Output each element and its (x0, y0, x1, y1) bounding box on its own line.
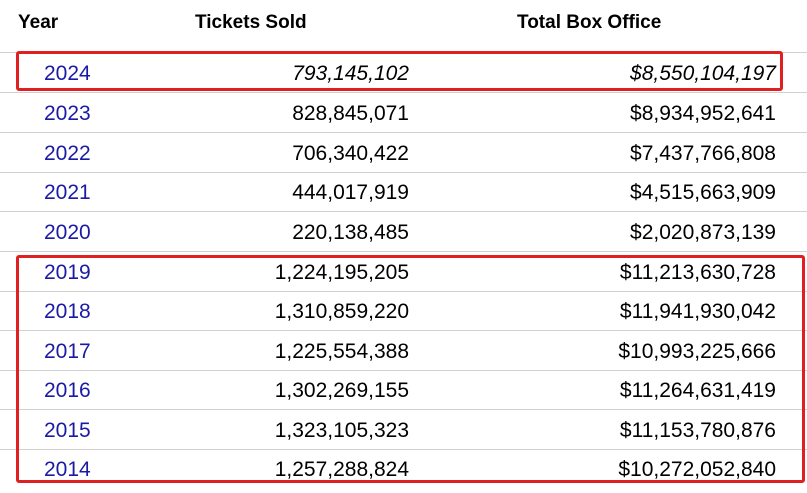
tickets-sold-value: 1,224,195,205 (274, 261, 409, 284)
year-link[interactable]: 2024 (44, 62, 91, 85)
tickets-sold-value: 1,310,859,220 (274, 300, 409, 323)
year-link[interactable]: 2022 (44, 142, 91, 165)
year-link[interactable]: 2018 (44, 300, 91, 323)
year-link[interactable]: 2015 (44, 419, 91, 442)
table-row: 2020 220,138,485 $2,020,873,139 (0, 212, 807, 252)
year-link[interactable]: 2019 (44, 261, 91, 284)
table-row: 2014 1,257,288,824 $10,272,052,840 (0, 449, 807, 488)
table-row: 2015 1,323,105,323 $11,153,780,876 (0, 410, 807, 450)
tickets-sold-value: 1,302,269,155 (274, 379, 409, 402)
table-row: 2022 706,340,422 $7,437,766,808 (0, 133, 807, 173)
box-office-value: $4,515,663,909 (630, 181, 776, 204)
year-link[interactable]: 2014 (44, 458, 91, 481)
tickets-sold-value: 706,340,422 (292, 142, 409, 165)
box-office-table: Year Tickets Sold Total Box Office 2024 … (0, 0, 807, 481)
box-office-value: $2,020,873,139 (630, 221, 776, 244)
box-office-value: $8,550,104,197 (630, 62, 776, 85)
year-link[interactable]: 2017 (44, 340, 91, 363)
header-tickets-sold[interactable]: Tickets Sold (195, 12, 307, 33)
year-link[interactable]: 2020 (44, 221, 91, 244)
table-row: 2023 828,845,071 $8,934,952,641 (0, 93, 807, 133)
box-office-value: $7,437,766,808 (630, 142, 776, 165)
tickets-sold-value: 828,845,071 (292, 102, 409, 125)
tickets-sold-value: 444,017,919 (292, 181, 409, 204)
tickets-sold-value: 1,323,105,323 (274, 419, 409, 442)
year-link[interactable]: 2023 (44, 102, 91, 125)
table-row: 2021 444,017,919 $4,515,663,909 (0, 172, 807, 212)
box-office-value: $8,934,952,641 (630, 102, 776, 125)
box-office-value: $11,213,630,728 (619, 261, 776, 284)
table-row: 2018 1,310,859,220 $11,941,930,042 (0, 291, 807, 331)
tickets-sold-value: 1,225,554,388 (274, 340, 409, 363)
box-office-value: $11,941,930,042 (619, 300, 776, 323)
table-row: 2024 793,145,102 $8,550,104,197 (0, 53, 807, 93)
table-header: Year Tickets Sold Total Box Office (0, 0, 807, 48)
header-total-box-office[interactable]: Total Box Office (517, 12, 662, 33)
table-row: 2017 1,225,554,388 $10,993,225,666 (0, 331, 807, 371)
table-row: 2019 1,224,195,205 $11,213,630,728 (0, 252, 807, 292)
box-office-value: $10,272,052,840 (618, 458, 776, 481)
box-office-value: $11,153,780,876 (619, 419, 776, 442)
header-year[interactable]: Year (18, 12, 59, 33)
box-office-value: $11,264,631,419 (619, 379, 776, 402)
tickets-sold-value: 220,138,485 (292, 221, 409, 244)
year-link[interactable]: 2021 (44, 181, 91, 204)
tickets-sold-value: 1,257,288,824 (274, 458, 409, 481)
table-row: 2016 1,302,269,155 $11,264,631,419 (0, 370, 807, 410)
box-office-value: $10,993,225,666 (618, 340, 776, 363)
tickets-sold-value: 793,145,102 (292, 62, 409, 85)
year-link[interactable]: 2016 (44, 379, 91, 402)
